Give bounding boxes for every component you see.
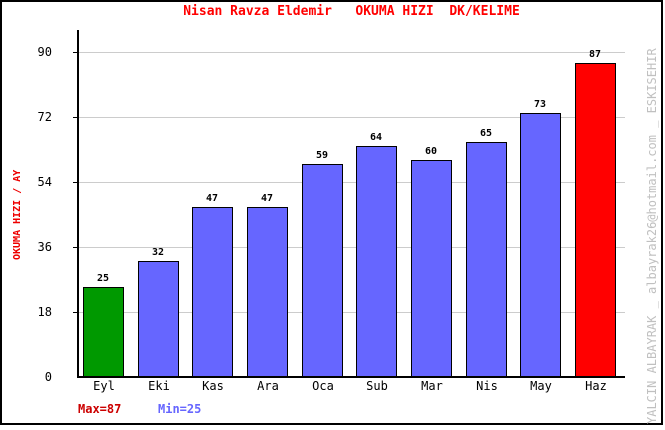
gridline-72 bbox=[79, 117, 625, 118]
x-tick-label-Oca: Oca bbox=[312, 379, 334, 393]
bar-value-Haz: 87 bbox=[588, 49, 602, 60]
min-annotation: Min=25 bbox=[158, 402, 202, 416]
bar-value-Nis: 65 bbox=[479, 128, 493, 139]
bar-Eki bbox=[138, 261, 179, 377]
x-axis-line bbox=[77, 376, 625, 378]
x-tick-label-Kas: Kas bbox=[202, 379, 224, 393]
bar-Sub bbox=[356, 146, 397, 377]
bar-value-Eki: 32 bbox=[151, 247, 165, 258]
y-tick-54 bbox=[73, 182, 78, 183]
gridline-54 bbox=[79, 182, 625, 183]
gridline-36 bbox=[79, 247, 625, 248]
bar-value-Oca: 59 bbox=[315, 150, 329, 161]
gridline-90 bbox=[79, 52, 625, 53]
bar-value-Kas: 47 bbox=[205, 193, 219, 204]
bar-Nis bbox=[466, 142, 507, 377]
bar-Ara bbox=[247, 207, 288, 377]
y-tick-18 bbox=[73, 312, 78, 313]
bar-Mar bbox=[411, 160, 452, 377]
bar-Haz bbox=[575, 63, 616, 377]
y-tick-label-72: 72 bbox=[37, 110, 52, 124]
bar-Eyl bbox=[83, 287, 124, 377]
y-tick-label-0: 0 bbox=[44, 370, 52, 384]
x-tick-label-Haz: Haz bbox=[585, 379, 607, 393]
y-tick-label-18: 18 bbox=[37, 305, 52, 319]
chart-title: Nisan Ravza Eldemir OKUMA HIZI DK/KELIME bbox=[183, 4, 520, 19]
y-tick-label-36: 36 bbox=[37, 240, 52, 254]
bar-May bbox=[520, 113, 561, 377]
bar-value-May: 73 bbox=[533, 99, 547, 110]
bar-value-Sub: 64 bbox=[369, 132, 383, 143]
x-tick-label-Sub: Sub bbox=[366, 379, 388, 393]
bar-value-Eyl: 25 bbox=[96, 273, 110, 284]
y-tick-72 bbox=[73, 117, 78, 118]
max-annotation: Max=87 bbox=[78, 402, 122, 416]
y-tick-90 bbox=[73, 52, 78, 53]
x-tick-label-Ara: Ara bbox=[257, 379, 279, 393]
x-tick-label-Eyl: Eyl bbox=[93, 379, 115, 393]
watermark-text: YALCIN ALBAYRAK _ albayrak26@hotmail.com… bbox=[645, 48, 659, 424]
x-tick-label-Eki: Eki bbox=[148, 379, 170, 393]
gridline-18 bbox=[79, 312, 625, 313]
x-tick-label-Mar: Mar bbox=[421, 379, 443, 393]
y-axis-line bbox=[77, 30, 79, 378]
bar-value-Mar: 60 bbox=[424, 146, 438, 157]
y-tick-label-90: 90 bbox=[37, 45, 52, 59]
x-tick-label-Nis: Nis bbox=[476, 379, 498, 393]
bar-value-Ara: 47 bbox=[260, 193, 274, 204]
y-tick-label-54: 54 bbox=[37, 175, 52, 189]
bar-Oca bbox=[302, 164, 343, 377]
x-tick-label-May: May bbox=[530, 379, 552, 393]
y-tick-36 bbox=[73, 247, 78, 248]
bar-Kas bbox=[192, 207, 233, 377]
